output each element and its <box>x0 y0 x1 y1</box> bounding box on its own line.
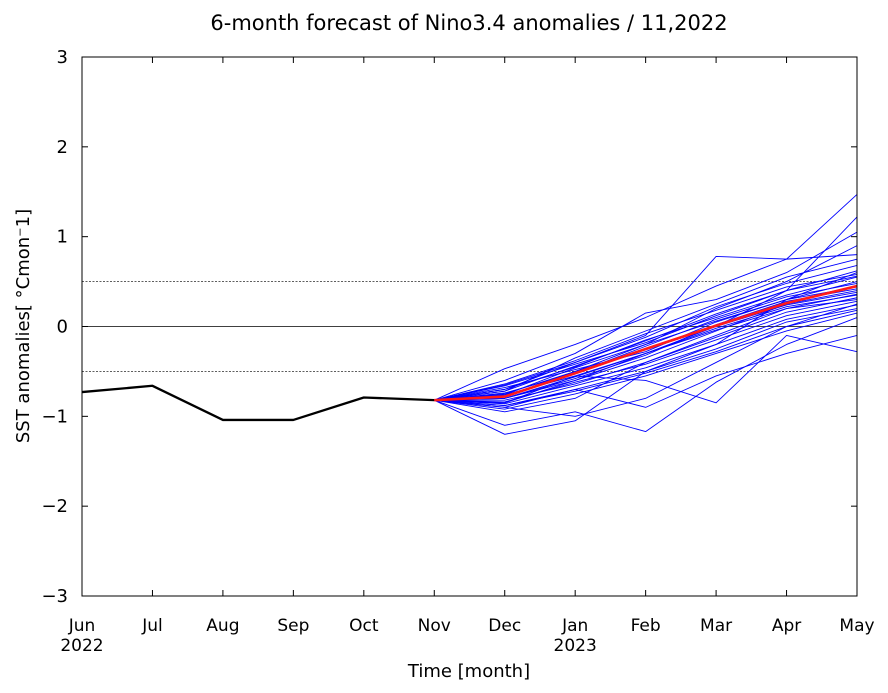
x-tick-label-month: Jul <box>141 616 163 636</box>
x-tick-label-month: Dec <box>488 616 521 636</box>
x-tick-label-month: Oct <box>349 616 379 636</box>
x-tick-label-month: Jan <box>561 616 588 636</box>
ensemble-member-line-25 <box>434 304 858 405</box>
ensemble-member-line-9 <box>434 335 858 404</box>
x-tick-label-month: Aug <box>206 616 239 636</box>
y-tick-label: −3 <box>41 586 68 607</box>
x-tick-label-year: 2023 <box>554 636 597 656</box>
ensemble-member-line-30 <box>434 309 858 406</box>
ensemble-member-line-22 <box>434 282 858 401</box>
y-tick-label: 1 <box>57 227 68 248</box>
ensemble-members <box>434 194 858 435</box>
ensemble-member-line-24 <box>434 264 858 401</box>
ensemble-member-line-29 <box>434 286 858 401</box>
x-tick-label-month: Feb <box>631 616 661 636</box>
x-tick-label-month: Nov <box>418 616 451 636</box>
x-tick-label-month: Sep <box>277 616 309 636</box>
observed-line <box>81 384 435 422</box>
x-axis-label: Time [month] <box>407 661 530 682</box>
y-tick-label: 0 <box>57 317 68 338</box>
y-tick-label: −1 <box>41 406 68 427</box>
ensemble-member-line-6 <box>434 254 858 401</box>
ensemble-member-line-10 <box>434 231 858 401</box>
ensemble-member-line-31 <box>434 275 858 401</box>
y-axis: −3 −2 −1 0 1 2 3 <box>41 47 857 607</box>
x-tick-label-month: Jun <box>68 616 96 636</box>
x-tick-label-month: Apr <box>772 616 801 636</box>
y-tick-label: 2 <box>57 137 68 158</box>
observed-series <box>81 384 435 422</box>
ensemble-member-line-27 <box>434 273 858 401</box>
y-axis-label: SST anomalies[ °Cmon⁻1] <box>13 209 34 443</box>
ensemble-member-line-32 <box>434 293 858 401</box>
y-tick-label: −2 <box>41 496 68 517</box>
x-tick-label-year: 2022 <box>60 636 103 656</box>
ensemble-member-line-28 <box>434 297 858 401</box>
chart-title: 6-month forecast of Nino3.4 anomalies / … <box>210 11 727 35</box>
x-tick-label-month: Mar <box>700 616 732 636</box>
ensemble-mean-series <box>434 284 858 402</box>
ensemble-mean-line <box>434 284 858 402</box>
ensemble-member-line-19 <box>434 300 858 403</box>
ensemble-member-line-5 <box>434 317 858 433</box>
ensemble-member-line-21 <box>434 312 858 410</box>
x-tick-label-month: May <box>839 616 874 636</box>
y-tick-label: 3 <box>57 47 68 68</box>
